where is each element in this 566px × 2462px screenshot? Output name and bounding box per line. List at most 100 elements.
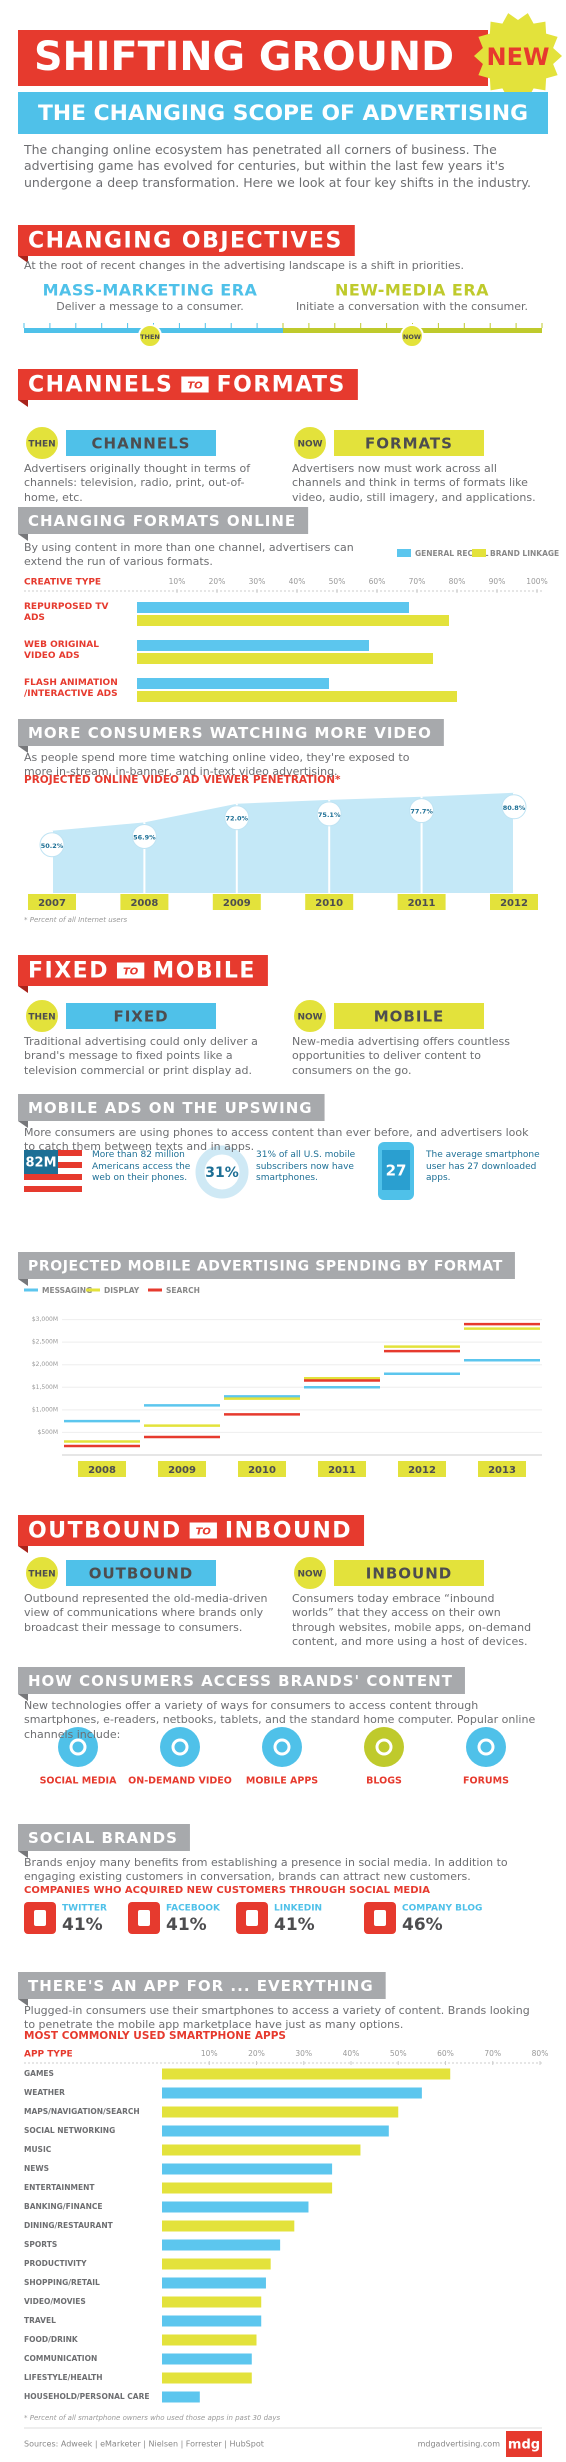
company-name: LINKEDIN — [274, 1904, 322, 1914]
banner-fold — [18, 746, 28, 753]
section-text: At the root of recent changes in the adv… — [24, 259, 464, 272]
category-label: PRODUCTIVITY — [24, 2259, 87, 2268]
chart-footnote: * Percent of all Internet users — [24, 916, 127, 924]
banner-bg — [18, 719, 444, 746]
category-label: REPURPOSED TV ADS — [24, 602, 109, 623]
bar — [137, 653, 433, 664]
category-label: BANKING/FINANCE — [24, 2202, 102, 2211]
banner-title: CHANGING OBJECTIVES — [28, 229, 343, 254]
body-text: Advertisers now must work across all cha… — [292, 462, 536, 504]
y-tick-label: $500M — [38, 1429, 58, 1436]
category-label: WEB ORIGINAL VIDEO ADS — [24, 640, 99, 661]
channel-icon — [160, 1727, 200, 1767]
section-text: More consumers are using phones to acces… — [24, 1126, 529, 1154]
chart-title: MOST COMMONLY USED SMARTPHONE APPS — [24, 2030, 286, 2042]
category-label: FLASH ANIMATION /INTERACTIVE ADS — [24, 678, 118, 699]
bar — [162, 2087, 422, 2099]
badge-label: THEN — [28, 1013, 55, 1023]
category-label: NEWS — [24, 2164, 49, 2173]
point-marker — [316, 801, 342, 827]
value-label: 77.7% — [410, 808, 433, 816]
stat-text: 31% of all U.S. mobile subscribers now h… — [256, 1150, 356, 1184]
bar — [162, 2201, 309, 2213]
banner: MOBILE ADS ON THE UPSWING — [18, 1094, 325, 1128]
x-tick-label: 20% — [248, 2049, 265, 2058]
joiner-tag — [181, 376, 209, 393]
banner: FIXED TO MOBILE — [18, 955, 268, 993]
banner: THERE'S AN APP FOR ... EVERYTHING — [18, 1972, 386, 2006]
badge — [24, 425, 60, 461]
category-label: DINING/RESTAURANT — [24, 2221, 114, 2230]
banner-fold — [18, 1851, 28, 1858]
x-tick-label: 40% — [343, 2049, 360, 2058]
body-text: Outbound represented the old-media-drive… — [24, 1592, 268, 1634]
era-title: MASS-MARKETING ERA — [43, 281, 258, 300]
y-tick-label: $1,000M — [32, 1406, 58, 1413]
banner: MORE CONSUMERS WATCHING MORE VIDEO — [18, 719, 444, 753]
company-share: 41% — [274, 1915, 315, 1935]
label-text: INBOUND — [366, 1565, 453, 1583]
y-tick-label: $3,000M — [32, 1316, 58, 1323]
category-label: SHOPPING/RETAIL — [24, 2278, 100, 2287]
donut — [195, 1145, 249, 1199]
banner-bg — [18, 1252, 515, 1279]
value-label: 75.1% — [318, 811, 341, 819]
year-box — [490, 894, 538, 910]
legend-label: MESSAGING — [42, 1286, 92, 1295]
channel-glyph — [273, 1738, 291, 1756]
banner: PROJECTED MOBILE ADVERTISING SPENDING BY… — [18, 1252, 515, 1286]
point-marker — [409, 798, 435, 824]
banner-bg — [18, 1667, 465, 1694]
legend-label: GENERAL RECALL — [415, 549, 489, 558]
x-tick-label: 10% — [169, 577, 186, 586]
category-label: SOCIAL NETWORKING — [24, 2126, 115, 2135]
channel-glyph — [171, 1738, 189, 1756]
company-name: TWITTER — [62, 1904, 107, 1914]
logo-box — [506, 2431, 542, 2457]
bar — [162, 2125, 389, 2137]
year-box — [78, 1461, 126, 1477]
bar — [162, 2391, 200, 2403]
y-tick-label: $2,500M — [32, 1339, 58, 1346]
x-tick-label: 80% — [449, 577, 466, 586]
x-tick-label: 30% — [249, 577, 266, 586]
bar — [162, 2353, 252, 2365]
x-tick-label: 2009 — [223, 898, 251, 909]
point-marker — [39, 832, 65, 858]
value-label: 72.0% — [226, 815, 249, 823]
banner-fold — [18, 1121, 28, 1128]
badge — [24, 998, 60, 1034]
year-box — [158, 1461, 206, 1477]
value-label: 80.8% — [503, 804, 526, 812]
banner: SOCIAL BRANDS — [18, 1824, 190, 1858]
year-box — [28, 894, 76, 910]
x-tick-label: 2011 — [408, 898, 436, 909]
banner: CHANNELS TO FORMATS — [18, 369, 358, 407]
footer-sources: Sources: Adweek | eMarketer | Nielsen | … — [24, 2440, 264, 2449]
label-text: FORMATS — [365, 435, 453, 453]
category-label: GAMES — [24, 2069, 54, 2078]
x-tick-label: 70% — [409, 577, 426, 586]
joiner-tag — [189, 1522, 217, 1539]
channel-label: FORUMS — [463, 1776, 509, 1787]
point-marker — [224, 805, 250, 831]
chart-title: PROJECTED ONLINE VIDEO AD VIEWER PENETRA… — [24, 774, 341, 786]
bar — [162, 2068, 451, 2080]
x-tick-label: 60% — [369, 577, 386, 586]
category-label: MUSIC — [24, 2145, 52, 2154]
company-name: COMPANY BLOG — [402, 1904, 482, 1914]
label-box — [334, 430, 484, 456]
category-label: TRAVEL — [24, 2316, 56, 2325]
legend-label: BRAND LINKAGE — [490, 549, 559, 558]
bar — [162, 2258, 271, 2270]
channel-glyph — [477, 1738, 495, 1756]
y-tick-label: $1,500M — [32, 1384, 58, 1391]
category-header: CREATIVE TYPE — [24, 578, 101, 588]
stat-figure: 82M — [25, 1156, 56, 1171]
channel-icon — [58, 1727, 98, 1767]
timeline-badge — [138, 324, 162, 348]
legend-swatch — [472, 549, 486, 557]
banner-joiner: TO — [187, 381, 203, 392]
banner-bg — [18, 1972, 386, 1999]
banner: CHANGING OBJECTIVES — [18, 225, 355, 263]
